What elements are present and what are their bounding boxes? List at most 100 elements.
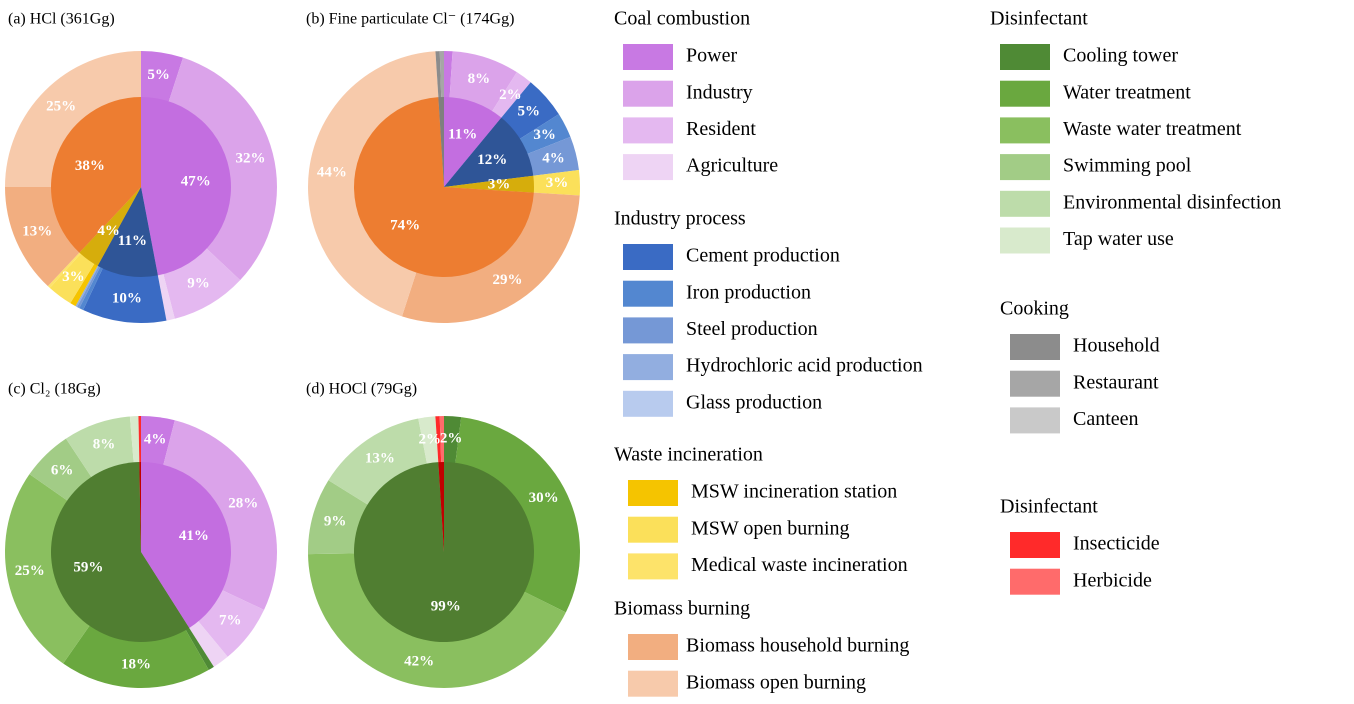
legend-label: Tap water use (1063, 228, 1174, 250)
inner-label: 99% (431, 598, 461, 614)
legend-label: Steel production (686, 318, 818, 340)
legend-label: Hydrochloric acid production (686, 355, 923, 377)
legend-group-title: Waste incineration (614, 444, 763, 466)
inner-label: 74% (390, 217, 420, 233)
legend-swatch (623, 317, 673, 344)
legend-label: MSW incineration station (691, 481, 897, 503)
outer-label: 18% (121, 656, 151, 672)
outer-label: 28% (228, 495, 258, 511)
outer-label: 5% (147, 67, 170, 83)
outer-label: 13% (365, 450, 395, 466)
legend-swatch (623, 244, 673, 270)
inner-slice (141, 97, 231, 276)
inner-slice (444, 175, 534, 193)
legend-swatch (623, 80, 673, 107)
legend-label: Power (686, 45, 737, 67)
legend-swatch (1000, 80, 1050, 107)
inner-slice (444, 97, 502, 187)
inner-label: 11% (118, 233, 147, 249)
inner-slice (354, 97, 534, 277)
inner-label: 47% (181, 173, 211, 189)
legend-group-title: Biomass burning (614, 598, 750, 620)
inner-label: 59% (73, 559, 103, 575)
legend-swatch (1000, 117, 1050, 144)
legend-swatch (628, 634, 678, 660)
legend-label: Iron production (686, 281, 811, 303)
legend-swatch (1010, 370, 1060, 397)
outer-label: 7% (219, 613, 242, 629)
inner-slice (51, 97, 141, 253)
legend-swatch (1010, 334, 1060, 360)
outer-label: 5% (518, 104, 541, 120)
outer-label: 32% (235, 150, 265, 166)
legend-label: Household (1073, 335, 1160, 357)
outer-label: 3% (533, 127, 556, 143)
inner-slice (97, 187, 158, 277)
outer-label: 8% (93, 437, 116, 453)
legend-swatch (1010, 568, 1060, 595)
inner-label: 3% (488, 177, 511, 193)
inner-slice (438, 97, 444, 187)
inner-slice (438, 462, 444, 552)
outer-label: 2% (418, 431, 441, 447)
inner-label: 11% (448, 127, 477, 143)
legend-label: Herbicide (1073, 569, 1152, 591)
legend-swatch (623, 354, 673, 381)
outer-label: 3% (546, 175, 569, 191)
outer-label: 2% (440, 431, 463, 447)
legend-label: Insecticide (1073, 533, 1160, 555)
legend-swatch (1000, 154, 1050, 181)
legend-group-title: Disinfectant (1000, 496, 1098, 518)
inner-slice (353, 462, 534, 643)
chart-title: (a) HCl (361Gg) (8, 11, 115, 28)
legend-label: MSW open burning (691, 517, 850, 539)
outer-label: 13% (22, 223, 52, 239)
inner-slice (444, 117, 534, 187)
legend-swatch (623, 117, 673, 144)
legend-swatch (628, 480, 678, 506)
outer-label: 8% (468, 71, 491, 87)
outer-label: 25% (46, 99, 76, 115)
outer-label: 42% (404, 654, 434, 670)
outer-label: 25% (15, 563, 45, 579)
legend-label: Environmental disinfection (1063, 191, 1281, 213)
legend-label: Industry (686, 81, 753, 103)
legend-swatch (628, 516, 678, 543)
chart-title: (c) Cl₂ (18Gg) (8, 381, 101, 398)
inner-slice (50, 462, 190, 642)
legend-swatch (1000, 44, 1050, 70)
inner-label: 12% (477, 152, 507, 168)
legend-label: Resident (686, 118, 756, 140)
outer-label: 2% (499, 87, 522, 103)
legend-label: Medical waste incineration (691, 554, 908, 576)
legend-group-title: Cooking (1000, 298, 1069, 320)
legend-swatch (628, 553, 678, 580)
outer-label: 9% (324, 513, 347, 529)
outer-label: 30% (529, 490, 559, 506)
outer-label: 9% (187, 276, 210, 292)
legend-swatch (623, 390, 673, 417)
legend-group-title: Industry process (614, 208, 746, 230)
legend-label: Cement production (686, 245, 840, 267)
legend-label: Water treatment (1063, 81, 1191, 103)
inner-label: 4% (97, 223, 120, 239)
chart-title: (d) HOCl (79Gg) (306, 381, 417, 398)
legend-label: Biomass household burning (686, 635, 909, 657)
outer-label: 4% (542, 150, 565, 166)
outer-label: 4% (144, 431, 167, 447)
legend-label: Agriculture (686, 155, 778, 177)
outer-label: 10% (112, 291, 142, 307)
legend-label: Restaurant (1073, 371, 1159, 393)
legend-swatch (1010, 407, 1060, 434)
legend-group-title: Disinfectant (990, 8, 1088, 30)
outer-label: 44% (317, 164, 347, 180)
legend-swatch (623, 280, 673, 307)
legend-label: Waste water treatment (1063, 118, 1242, 140)
legend-label: Glass production (686, 391, 822, 413)
legend-label: Canteen (1073, 408, 1139, 430)
legend-swatch (1010, 532, 1060, 558)
outer-label: 6% (51, 463, 74, 479)
legend-swatch (623, 44, 673, 70)
outer-label: 3% (62, 269, 85, 285)
